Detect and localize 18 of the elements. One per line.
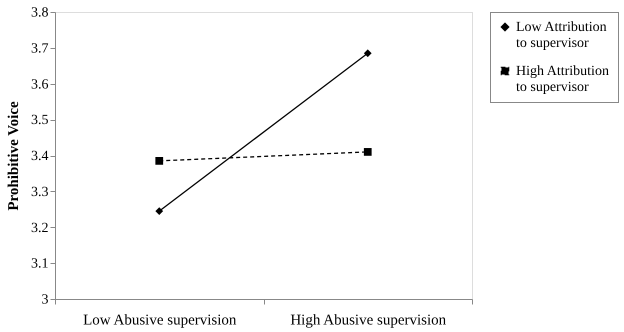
y-tick-label: 3.4 bbox=[31, 149, 48, 164]
y-tick-label: 3 bbox=[42, 292, 48, 308]
point bbox=[155, 207, 164, 215]
y-tick-label: 3.3 bbox=[31, 184, 48, 200]
point bbox=[364, 49, 372, 58]
y-tick-label: 3.8 bbox=[31, 6, 48, 20]
y-tick-label: 3.6 bbox=[31, 77, 48, 92]
legend-label: High Attribution to supervisor bbox=[516, 64, 609, 95]
y-tick-label: 3.5 bbox=[31, 113, 48, 128]
point bbox=[155, 157, 164, 165]
x-tick-label: High Abusive supervision bbox=[290, 312, 447, 328]
y-tick-label: 3.7 bbox=[31, 41, 48, 56]
x-tick-label: Low Abusive supervision bbox=[83, 312, 237, 328]
y-tick-label: 3.1 bbox=[31, 256, 48, 272]
y-axis-title: Prohibitive Voice bbox=[6, 101, 22, 211]
y-tick-label: 3.2 bbox=[31, 220, 48, 236]
legend-label: Low Attribution to supervisor bbox=[516, 20, 607, 51]
point bbox=[364, 148, 372, 156]
